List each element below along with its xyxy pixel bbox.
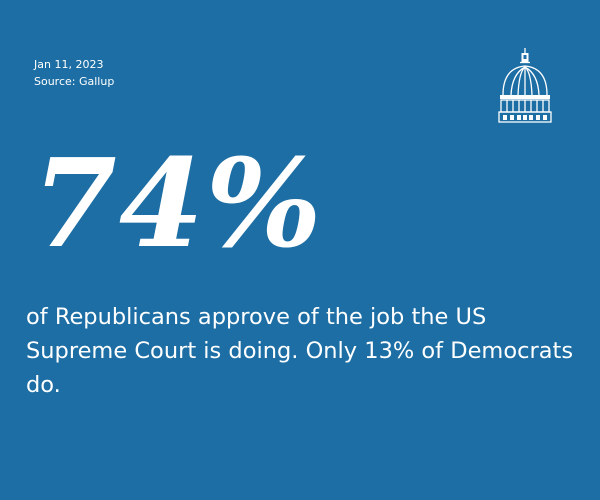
meta-info: Jan 11, 2023 Source: Gallup [34, 56, 114, 90]
source-label: Source: Gallup [34, 75, 115, 88]
headline-stat: 74% [32, 131, 324, 275]
stat-description: of Republicans approve of the job the US… [26, 304, 574, 398]
capitol-dome-icon [498, 48, 552, 123]
date-label: Jan 11, 2023 [34, 58, 104, 71]
